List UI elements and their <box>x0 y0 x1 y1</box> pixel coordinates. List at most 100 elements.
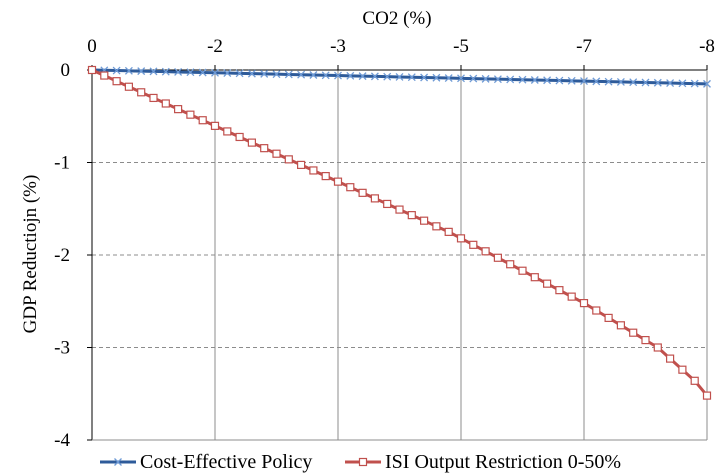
data-point <box>641 336 650 345</box>
data-point <box>297 160 306 170</box>
data-point <box>87 65 97 75</box>
data-point <box>432 222 441 231</box>
x-tick-label: -2 <box>207 36 223 57</box>
data-point <box>616 77 625 86</box>
data-point <box>530 273 539 282</box>
legend-item: ISI Output Restriction 0-50% <box>345 451 621 473</box>
data-point <box>149 93 158 103</box>
data-point <box>210 121 220 130</box>
x-tick-label: -5 <box>453 36 469 57</box>
data-point <box>456 234 466 243</box>
data-point <box>678 365 687 374</box>
data-point <box>260 144 269 153</box>
legend-label: ISI Output Restriction 0-50% <box>385 451 621 473</box>
x-tick-label: -3 <box>330 36 346 57</box>
y-tick-label: -1 <box>54 153 70 174</box>
data-point <box>469 240 478 249</box>
data-point <box>555 286 564 295</box>
data-point <box>641 78 650 87</box>
data-point <box>604 77 613 86</box>
data-point <box>174 105 183 114</box>
data-point <box>457 74 465 83</box>
legend: Cost-Effective Policy ISI Output Restrict… <box>100 451 621 473</box>
data-point <box>653 78 662 87</box>
data-point <box>690 79 699 88</box>
data-point <box>137 88 146 97</box>
data-point <box>186 110 195 119</box>
data-point <box>543 76 552 85</box>
data-point <box>567 292 576 301</box>
data-point <box>100 71 109 80</box>
data-point <box>284 70 293 79</box>
data-point <box>703 79 711 88</box>
y-tick-label: 0 <box>61 60 71 81</box>
series-line <box>91 68 709 397</box>
data-point <box>530 76 539 84</box>
data-point <box>444 227 453 236</box>
data-point <box>297 70 306 79</box>
data-point <box>247 138 256 147</box>
data-point <box>321 171 330 181</box>
data-point <box>149 67 158 76</box>
data-point <box>481 74 490 83</box>
legend-item: Cost-Effective Policy <box>100 451 312 473</box>
data-point <box>284 155 293 164</box>
data-point <box>592 77 601 86</box>
data-point <box>186 68 195 77</box>
data-point <box>223 127 232 136</box>
y-tick-label: -3 <box>54 338 70 359</box>
data-point <box>161 67 170 76</box>
legend-marker <box>358 457 368 467</box>
data-point <box>272 149 281 158</box>
data-point <box>678 79 687 88</box>
data-point <box>346 183 355 192</box>
x-tick-label: 0 <box>87 36 97 57</box>
data-point <box>518 75 527 84</box>
data-point <box>493 75 502 84</box>
data-point <box>272 70 281 79</box>
data-point <box>309 71 318 79</box>
data-point <box>506 75 515 84</box>
series-layer <box>87 65 712 400</box>
data-point <box>370 72 379 81</box>
data-point <box>420 73 429 82</box>
data-point <box>383 72 392 81</box>
data-point <box>518 266 527 275</box>
data-point <box>567 76 576 85</box>
data-point <box>580 77 588 86</box>
data-point <box>198 116 207 125</box>
data-point <box>211 68 219 77</box>
data-point <box>174 67 183 76</box>
data-point <box>629 78 638 87</box>
data-point <box>260 69 269 78</box>
y-axis-title: GDP Reductiojn (%) <box>20 175 41 334</box>
data-point <box>592 306 601 315</box>
data-point <box>370 194 379 203</box>
data-point <box>333 177 343 186</box>
data-point <box>629 328 638 337</box>
data-point <box>321 71 330 80</box>
data-point <box>444 74 453 83</box>
data-point <box>542 279 552 288</box>
data-point <box>235 69 244 78</box>
data-point <box>137 67 146 76</box>
x-tick-label: -7 <box>576 36 592 57</box>
data-point <box>579 299 589 308</box>
data-point <box>407 211 416 220</box>
data-point <box>112 66 121 75</box>
tick-labels: 0 -2 -3 -5 -7 -8 0 -1 -2 -3 -4 <box>54 36 715 451</box>
data-point <box>432 73 441 82</box>
data-point <box>223 69 232 78</box>
data-point <box>666 79 675 88</box>
legend-label: Cost-Effective Policy <box>140 451 312 473</box>
data-point <box>124 82 134 91</box>
data-point <box>358 188 367 197</box>
data-point <box>407 73 416 82</box>
data-point <box>235 132 244 142</box>
data-point <box>506 260 515 269</box>
data-point <box>555 76 564 85</box>
data-point <box>247 69 256 78</box>
x-axis-title: CO2 (%) <box>362 8 431 29</box>
data-point <box>346 71 355 80</box>
